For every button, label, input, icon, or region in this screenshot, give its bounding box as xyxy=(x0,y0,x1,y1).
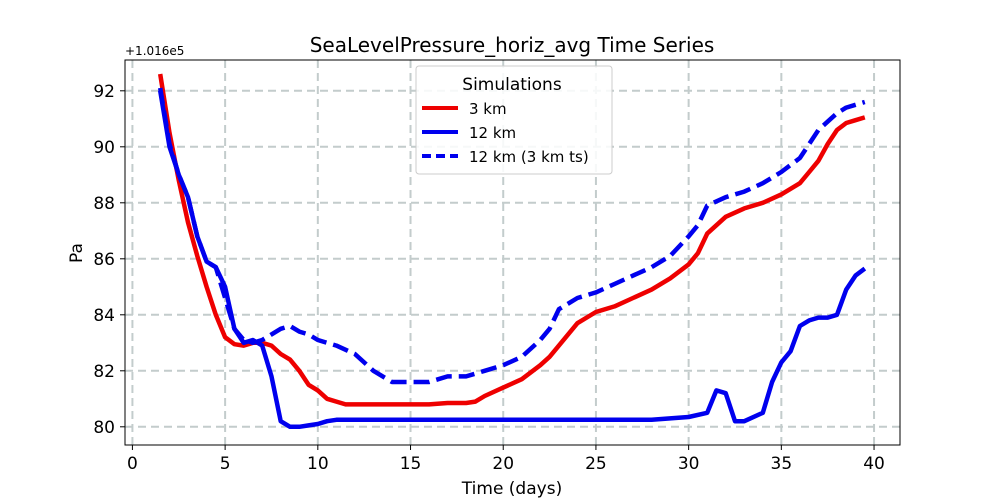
legend: Simulations 3 km 12 km 12 km (3 km ts) xyxy=(415,65,613,175)
x-tick-label: 20 xyxy=(492,454,514,474)
x-tick-label: 15 xyxy=(400,454,422,474)
legend-label-3km: 3 km xyxy=(469,100,507,118)
x-axis-label: Time (days) xyxy=(461,479,562,499)
chart-title: SeaLevelPressure_horiz_avg Time Series xyxy=(310,33,715,57)
series-layer xyxy=(157,73,867,430)
x-tick-label: 25 xyxy=(585,454,607,474)
x-tick-label: 0 xyxy=(127,454,138,474)
x-tick-label: 30 xyxy=(678,454,700,474)
y-tick-label: 88 xyxy=(93,194,115,214)
x-tick-label: 10 xyxy=(307,454,329,474)
y-tick-label: 86 xyxy=(93,250,115,270)
legend-label-12km-3kmts: 12 km (3 km ts) xyxy=(469,148,589,166)
legend-title: Simulations xyxy=(462,75,562,95)
y-tick-label: 84 xyxy=(93,306,115,326)
series-line-12km xyxy=(157,90,867,430)
legend-box xyxy=(415,65,613,175)
x-tick-label: 35 xyxy=(771,454,793,474)
y-tick-label: 90 xyxy=(93,138,115,158)
x-tick-label: 40 xyxy=(863,454,885,474)
y-tick-label: 92 xyxy=(93,82,115,102)
series-line-3km xyxy=(157,73,866,407)
plot-frame xyxy=(124,59,901,446)
y-offset-label: +1.016e5 xyxy=(125,44,184,58)
x-tick-label: 5 xyxy=(220,454,231,474)
x-axis-ticks: 0 5 10 15 20 25 30 35 40 xyxy=(127,445,885,474)
legend-label-12km: 12 km xyxy=(469,124,516,142)
y-axis-ticks: 80 82 84 86 88 90 92 xyxy=(93,82,125,438)
y-tick-label: 80 xyxy=(93,418,115,438)
series-line-12km-3kmts xyxy=(157,87,866,385)
y-tick-label: 82 xyxy=(93,362,115,382)
y-axis-label: Pa xyxy=(67,243,87,263)
